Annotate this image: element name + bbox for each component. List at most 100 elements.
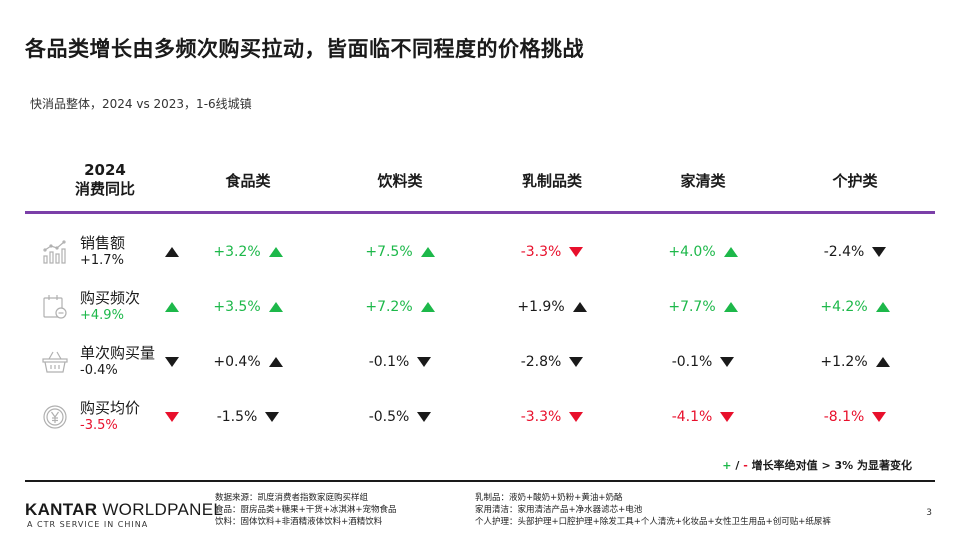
triangle-up-icon [723, 247, 738, 257]
value-cell: -3.3% [492, 227, 612, 277]
triangle-down-icon [569, 247, 584, 257]
value-cell: +1.9% [492, 282, 612, 332]
metric-text: 销售额 +1.7% [80, 235, 125, 269]
growth-value: +4.0% [668, 244, 716, 260]
source-line: 家用清洁：家用清洁产品+净水器滤芯+电池 [475, 505, 643, 515]
table-header: 2024 消费同比 食品类 饮料类 乳制品类 家清类 个护类 [25, 150, 935, 210]
value-cell: +4.2% [795, 282, 915, 332]
source-line: 饮料：固体饮料+非酒精液体饮料+酒精饮料 [215, 517, 383, 527]
value-cell: -1.5% [188, 392, 308, 442]
brand-logo: KANTAR WORLDPANEL [25, 500, 223, 520]
header-home-care: 家清类 [680, 171, 726, 190]
metric-cell: 单次购买量 -0.4% [40, 337, 190, 387]
growth-value: -0.1% [671, 354, 713, 370]
value-cell: -3.3% [492, 392, 612, 442]
page-title: 各品类增长由多频次购买拉动，皆面临不同程度的价格挑战 [25, 37, 584, 61]
source-line: 个人护理：头部护理+口腔护理+除发工具+个人清洗+化妆品+女性卫生用品+创可贴+… [475, 517, 831, 527]
value-cell: +7.2% [340, 282, 460, 332]
header-yoy-label: 消费同比 [74, 180, 135, 198]
source-line: 数据来源：凯度消费者指数家庭购买样组 [215, 493, 369, 503]
calendar-icon [40, 292, 70, 322]
triangle-down-icon [265, 412, 280, 422]
page-subtitle: 快消品整体，2024 vs 2023，1-6线城镇 [30, 97, 252, 111]
triangle-up-icon [875, 302, 890, 312]
growth-value: -2.4% [823, 244, 865, 260]
note-minus: - [743, 459, 748, 472]
source-line: 食品：厨房品类+糖果+干货+冰淇淋+宠物食品 [215, 505, 397, 515]
value-cell: +7.5% [340, 227, 460, 277]
triangle-down-icon [872, 412, 887, 422]
table-row: 购买频次 +4.9% +3.5% +7.2% +1.9% +7.7% +4.2% [25, 282, 935, 332]
page-number: 3 [926, 508, 932, 518]
metric-cell: 购买频次 +4.9% [40, 282, 190, 332]
growth-value: +3.5% [213, 299, 261, 315]
triangle-down-icon [165, 357, 179, 367]
source-line: 乳制品：液奶+酸奶+奶粉+黄油+奶酪 [475, 493, 623, 503]
metric-label: 单次购买量 [80, 344, 156, 362]
triangle-down-icon [872, 247, 887, 257]
metric-total-value: +4.9% [80, 308, 124, 323]
metric-total-value: -0.4% [80, 363, 118, 378]
source-notes-left: 数据来源：凯度消费者指数家庭购买样组 食品：厨房品类+糖果+干货+冰淇淋+宠物食… [215, 492, 397, 528]
triangle-up-icon [875, 357, 890, 367]
growth-value: +1.2% [820, 354, 868, 370]
footer-divider [25, 480, 935, 482]
metric-text: 单次购买量 -0.4% [80, 345, 155, 379]
growth-value: -4.1% [671, 409, 713, 425]
value-cell: -4.1% [643, 392, 763, 442]
triangle-down-icon [417, 357, 432, 367]
table-row: 单次购买量 -0.4% +0.4% -0.1% -2.8% -0.1% +1.2% [25, 337, 935, 387]
brand-bold: KANTAR [25, 500, 98, 519]
value-cell: -0.1% [643, 337, 763, 387]
growth-value: -3.3% [520, 409, 562, 425]
triangle-down-icon [569, 412, 584, 422]
growth-value: +3.2% [213, 244, 261, 260]
header-dairy: 乳制品类 [521, 171, 582, 190]
growth-value: +1.9% [517, 299, 565, 315]
growth-value: -2.8% [520, 354, 562, 370]
triangle-up-icon [420, 247, 435, 257]
growth-value: -8.1% [823, 409, 865, 425]
value-cell: +4.0% [643, 227, 763, 277]
triangle-down-icon [569, 357, 584, 367]
metric-cell: 销售额 +1.7% [40, 227, 190, 277]
growth-value: +0.4% [213, 354, 261, 370]
metric-total-value: -3.5% [80, 418, 118, 433]
header-personal-care: 个护类 [832, 171, 878, 190]
metric-label: 购买均价 [80, 399, 141, 417]
growth-value: -0.1% [368, 354, 410, 370]
metric-cell: 购买均价 -3.5% [40, 392, 190, 442]
header-divider [25, 211, 935, 214]
note-text: 增长率绝对值 > 3% 为显著变化 [747, 459, 912, 472]
value-cell: -0.5% [340, 392, 460, 442]
source-notes-right: 乳制品：液奶+酸奶+奶粉+黄油+奶酪 家用清洁：家用清洁产品+净水器滤芯+电池 … [475, 492, 831, 528]
triangle-up-icon [723, 302, 738, 312]
significance-note: + / - 增长率绝对值 > 3% 为显著变化 [722, 457, 912, 473]
value-cell: +3.5% [188, 282, 308, 332]
growth-value: +7.7% [668, 299, 716, 315]
note-slash: / [731, 459, 744, 472]
growth-value: +7.5% [365, 244, 413, 260]
triangle-down-icon [417, 412, 432, 422]
basket-icon [40, 347, 70, 377]
header-metric-column: 2024 消费同比 [45, 150, 165, 210]
growth-value: -1.5% [216, 409, 258, 425]
growth-value: -3.3% [520, 244, 562, 260]
triangle-down-icon [165, 412, 179, 422]
header-beverage: 饮料类 [377, 171, 423, 190]
table-row: 销售额 +1.7% +3.2% +7.5% -3.3% +4.0% -2.4% [25, 227, 935, 277]
growth-value: +4.2% [820, 299, 868, 315]
triangle-up-icon [268, 302, 283, 312]
table-row: 购买均价 -3.5% -1.5% -0.5% -3.3% -4.1% -8.1% [25, 392, 935, 442]
value-cell: -8.1% [795, 392, 915, 442]
metric-text: 购买频次 +4.9% [80, 290, 140, 324]
triangle-up-icon [165, 302, 179, 312]
brand-subtitle: A CTR SERVICE IN CHINA [27, 520, 149, 529]
metric-text: 购买均价 -3.5% [80, 400, 140, 434]
growth-value: +7.2% [365, 299, 413, 315]
header-food: 食品类 [225, 171, 271, 190]
value-cell: +1.2% [795, 337, 915, 387]
metric-label: 购买频次 [80, 289, 141, 307]
triangle-up-icon [268, 247, 283, 257]
growth-value: -0.5% [368, 409, 410, 425]
